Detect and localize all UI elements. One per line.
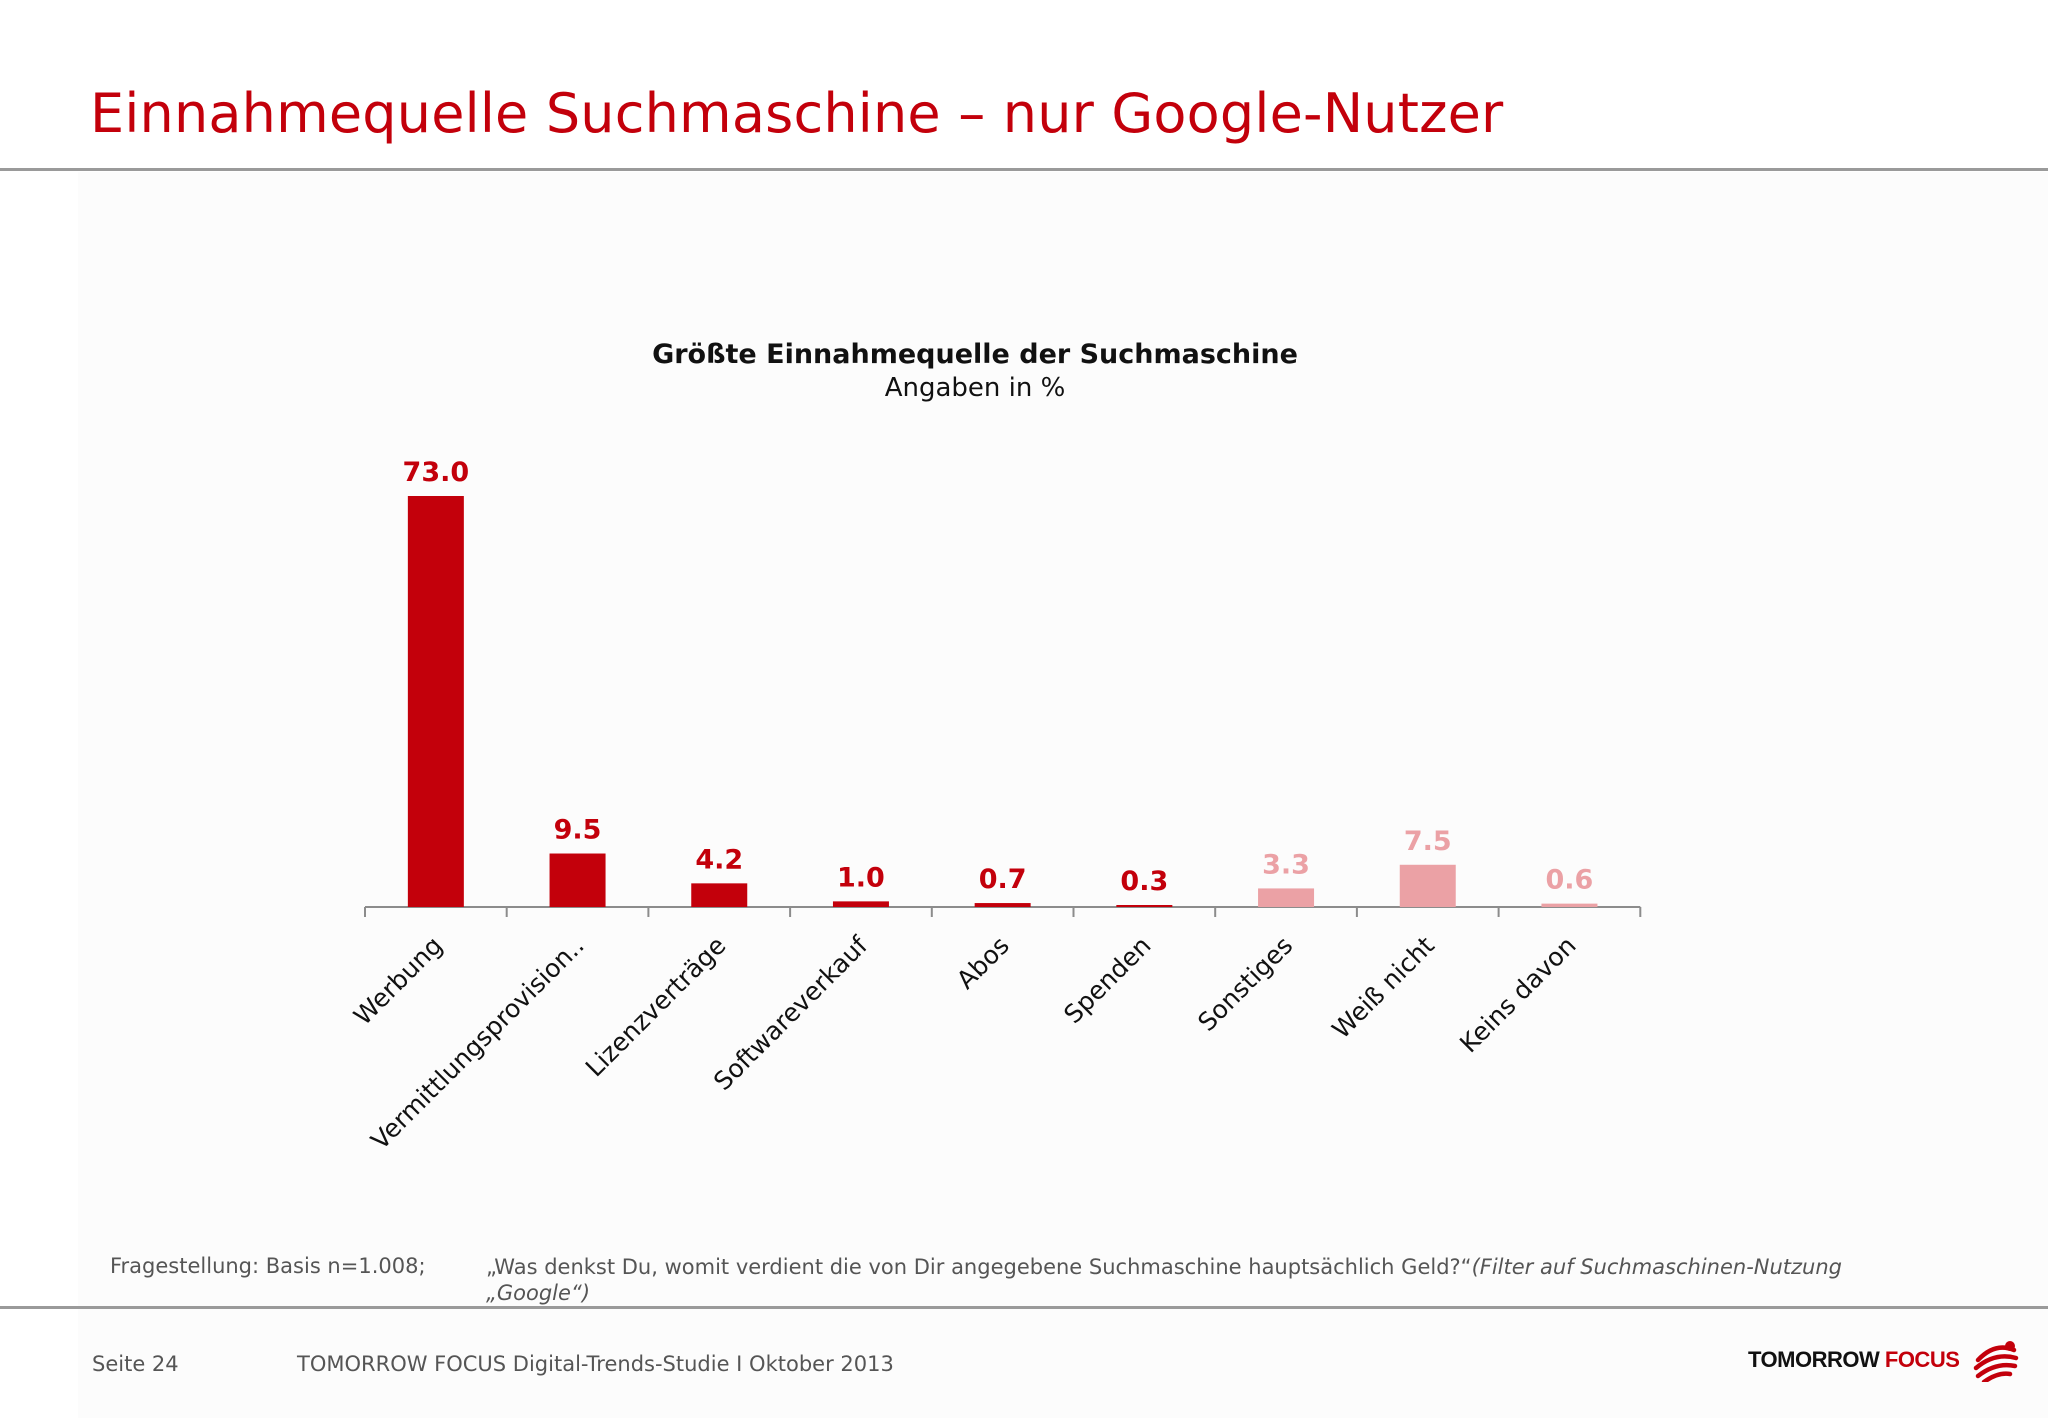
footer-divider xyxy=(0,1306,2048,1309)
question-filter: (Filter auf Suchmaschinen-Nutzung „Googl… xyxy=(486,1255,1843,1305)
data-label: 1.0 xyxy=(837,862,885,893)
title-divider xyxy=(0,168,2048,171)
data-label: 0.7 xyxy=(979,864,1027,895)
logo-word-focus: FOCUS xyxy=(1884,1347,1960,1372)
data-label: 0.3 xyxy=(1120,866,1168,897)
bar xyxy=(1258,888,1315,907)
page-number: Seite 24 xyxy=(92,1352,179,1376)
data-label: 0.6 xyxy=(1546,865,1594,896)
category-label: Lizenzverträge xyxy=(580,931,732,1083)
slide-title: Einnahmequelle Suchmaschine – nur Google… xyxy=(90,82,1504,145)
tomorrow-focus-logo: TOMORROW FOCUS xyxy=(1748,1338,2020,1388)
data-label: 73.0 xyxy=(403,457,470,488)
category-label: Weiß nicht xyxy=(1327,931,1441,1045)
question-quote: „Was denkst Du, womit verdient die von D… xyxy=(486,1255,1472,1279)
logo-sphere-icon xyxy=(1974,1341,2019,1382)
category-label: Sonstiges xyxy=(1192,931,1298,1037)
bar xyxy=(832,901,889,907)
data-label: 9.5 xyxy=(554,815,602,846)
bar xyxy=(1116,905,1173,907)
chart-title: Größte Einnahmequelle der Suchmaschine xyxy=(652,339,1298,370)
bar xyxy=(407,496,464,907)
bar xyxy=(974,903,1031,907)
bar xyxy=(691,883,748,907)
data-label: 4.2 xyxy=(695,844,743,875)
category-label: Keins davon xyxy=(1454,931,1582,1059)
bar-chart: 73.0Werbung9.5Vermittlungsprovision..4.2… xyxy=(348,457,1642,1155)
bar xyxy=(1399,864,1456,907)
category-label: Abos xyxy=(951,931,1015,995)
data-label: 3.3 xyxy=(1262,849,1310,880)
logo-word-tomorrow: TOMORROW xyxy=(1748,1347,1880,1372)
question-text: „Was denkst Du, womit verdient die von D… xyxy=(486,1254,1906,1306)
chart-subtitle: Angaben in % xyxy=(884,373,1066,403)
question-basis-label: Fragestellung: Basis n=1.008; xyxy=(110,1254,426,1278)
bar xyxy=(1541,903,1598,907)
bar xyxy=(549,853,606,907)
category-label: Werbung xyxy=(348,931,448,1031)
data-label: 7.5 xyxy=(1404,826,1452,857)
category-label: Spenden xyxy=(1058,931,1156,1029)
study-title: TOMORROW FOCUS Digital-Trends-Studie I O… xyxy=(297,1352,894,1376)
content-panel xyxy=(78,172,2048,1418)
logo-wordmark: TOMORROW FOCUS xyxy=(1748,1347,1960,1373)
category-label: Softwareverkauf xyxy=(708,930,874,1096)
